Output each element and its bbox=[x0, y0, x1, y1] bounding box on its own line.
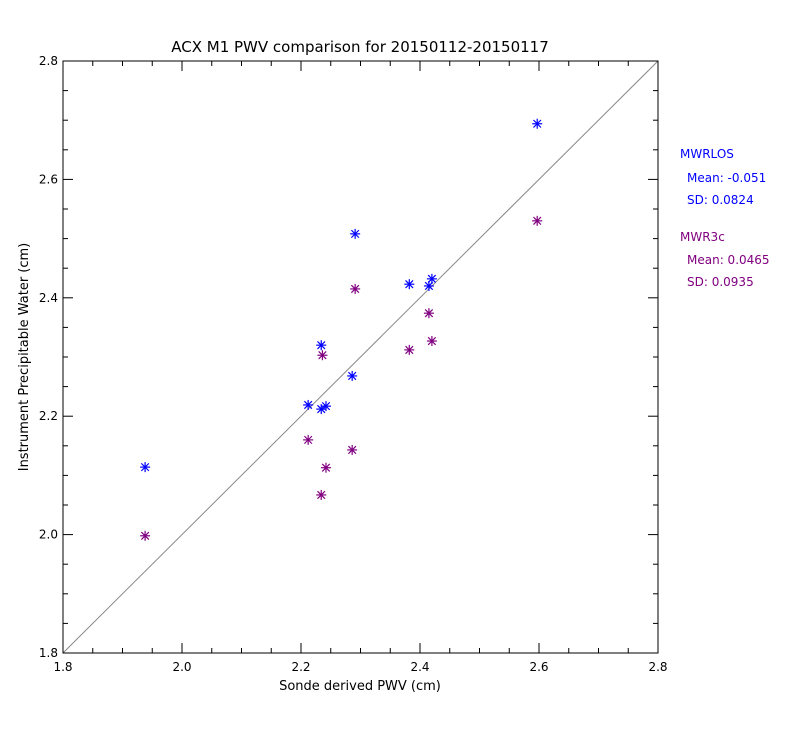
x-tick-label: 2.8 bbox=[648, 660, 667, 674]
x-axis-label: Sonde derived PWV (cm) bbox=[279, 679, 441, 694]
legend: MWRLOS Mean: -0.051 SD: 0.0824 MWR3c Mea… bbox=[680, 147, 770, 289]
one-to-one-line bbox=[62, 60, 659, 654]
y-tick-label: 2.6 bbox=[39, 172, 58, 186]
point-mwrlos bbox=[320, 401, 331, 412]
legend-mwrlos-sd: SD: 0.0824 bbox=[687, 193, 754, 207]
x-tick-label: 2.2 bbox=[291, 660, 310, 674]
point-mwr3c bbox=[347, 444, 358, 455]
point-mwrlos bbox=[347, 370, 358, 381]
point-mwr3c bbox=[404, 344, 415, 355]
point-mwr3c bbox=[532, 215, 543, 226]
point-mwrlos bbox=[303, 399, 314, 410]
legend-mwr3c-name: MWR3c bbox=[680, 230, 725, 244]
point-mwrlos bbox=[532, 118, 543, 129]
point-mwrlos bbox=[316, 340, 327, 351]
point-mwrlos bbox=[350, 228, 361, 239]
legend-mwrlos-name: MWRLOS bbox=[680, 147, 734, 161]
point-mwrlos bbox=[426, 273, 437, 284]
point-mwr3c bbox=[140, 530, 151, 541]
chart-title: ACX M1 PWV comparison for 20150112-20150… bbox=[171, 38, 549, 56]
point-mwr3c bbox=[423, 308, 434, 319]
x-tick-label: 2.0 bbox=[172, 660, 191, 674]
point-mwr3c bbox=[317, 350, 328, 361]
point-mwr3c bbox=[303, 434, 314, 445]
y-tick-label: 2.2 bbox=[39, 409, 58, 423]
point-mwrlos bbox=[140, 462, 151, 473]
axes: 1.8 2.0 2.2 2.4 2.6 2.8 1.8 2.0 2.2 2.4 2.6 2.8 bbox=[39, 54, 668, 674]
y-tick-label: 2.4 bbox=[39, 291, 58, 305]
legend-mwr3c-mean: Mean: 0.0465 bbox=[687, 253, 770, 267]
point-mwrlos bbox=[404, 279, 415, 290]
legend-mwrlos-mean: Mean: -0.051 bbox=[687, 171, 766, 185]
data-points bbox=[140, 118, 543, 541]
x-tick-label: 2.4 bbox=[410, 660, 429, 674]
point-mwr3c bbox=[320, 462, 331, 473]
legend-mwr3c-sd: SD: 0.0935 bbox=[687, 275, 754, 289]
y-tick-label: 2.0 bbox=[39, 528, 58, 542]
point-mwr3c bbox=[350, 283, 361, 294]
y-tick-label: 2.8 bbox=[39, 54, 58, 68]
point-mwr3c bbox=[316, 489, 327, 500]
x-tick-label: 1.8 bbox=[53, 660, 72, 674]
y-axis-label: Instrument Precipitable Water (cm) bbox=[17, 243, 32, 472]
x-tick-label: 2.6 bbox=[529, 660, 548, 674]
point-mwr3c bbox=[426, 336, 437, 347]
y-tick-label: 1.8 bbox=[39, 646, 58, 660]
